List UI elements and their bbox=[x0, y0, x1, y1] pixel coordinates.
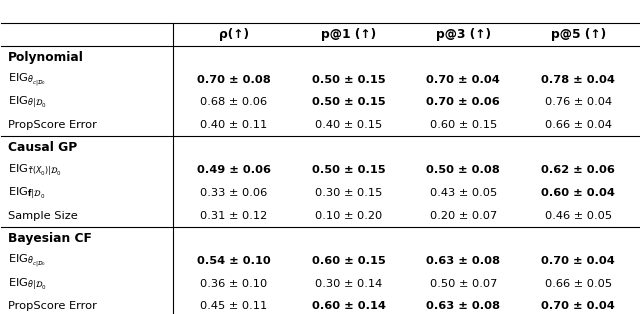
Text: 0.63 ± 0.08: 0.63 ± 0.08 bbox=[426, 256, 500, 266]
Text: 0.10 ± 0.20: 0.10 ± 0.20 bbox=[315, 211, 382, 221]
Text: 0.31 ± 0.12: 0.31 ± 0.12 bbox=[200, 211, 268, 221]
Text: 0.30 ± 0.15: 0.30 ± 0.15 bbox=[315, 188, 382, 198]
Text: 0.30 ± 0.14: 0.30 ± 0.14 bbox=[315, 279, 382, 289]
Text: 0.66 ± 0.05: 0.66 ± 0.05 bbox=[545, 279, 612, 289]
Text: 0.33 ± 0.06: 0.33 ± 0.06 bbox=[200, 188, 268, 198]
Text: 0.36 ± 0.10: 0.36 ± 0.10 bbox=[200, 279, 268, 289]
Text: Polynomial: Polynomial bbox=[8, 51, 84, 64]
Text: Bayesian CF: Bayesian CF bbox=[8, 232, 92, 245]
Text: p@5 (↑): p@5 (↑) bbox=[550, 28, 605, 41]
Text: 0.40 ± 0.15: 0.40 ± 0.15 bbox=[315, 120, 382, 130]
Text: p@3 (↑): p@3 (↑) bbox=[436, 28, 491, 41]
Text: ρ(↑): ρ(↑) bbox=[219, 28, 249, 41]
Text: 0.60 ± 0.04: 0.60 ± 0.04 bbox=[541, 188, 615, 198]
Text: 0.70 ± 0.04: 0.70 ± 0.04 bbox=[426, 75, 500, 85]
Text: Causal GP: Causal GP bbox=[8, 141, 77, 154]
Text: 0.68 ± 0.06: 0.68 ± 0.06 bbox=[200, 97, 268, 107]
Text: EIG$_{\tilde{\tau}(X_0)|\mathcal{D}_0}$: EIG$_{\tilde{\tau}(X_0)|\mathcal{D}_0}$ bbox=[8, 163, 61, 178]
Text: 0.62 ± 0.06: 0.62 ± 0.06 bbox=[541, 165, 615, 176]
Text: 0.45 ± 0.11: 0.45 ± 0.11 bbox=[200, 301, 268, 311]
Text: 0.49 ± 0.06: 0.49 ± 0.06 bbox=[197, 165, 271, 176]
Text: 0.60 ± 0.15: 0.60 ± 0.15 bbox=[429, 120, 497, 130]
Text: EIG$_{\theta_{c|\mathcal{D}_0}}$: EIG$_{\theta_{c|\mathcal{D}_0}}$ bbox=[8, 72, 46, 88]
Text: 0.63 ± 0.08: 0.63 ± 0.08 bbox=[426, 301, 500, 311]
Text: 0.50 ± 0.15: 0.50 ± 0.15 bbox=[312, 165, 385, 176]
Text: 0.20 ± 0.07: 0.20 ± 0.07 bbox=[429, 211, 497, 221]
Text: PropScore Error: PropScore Error bbox=[8, 301, 97, 311]
Text: 0.43 ± 0.05: 0.43 ± 0.05 bbox=[429, 188, 497, 198]
Text: EIG$_{\mathbf{f}|\mathcal{D}_0}$: EIG$_{\mathbf{f}|\mathcal{D}_0}$ bbox=[8, 185, 45, 201]
Text: 0.50 ± 0.15: 0.50 ± 0.15 bbox=[312, 75, 385, 85]
Text: 0.54 ± 0.10: 0.54 ± 0.10 bbox=[197, 256, 271, 266]
Text: PropScore Error: PropScore Error bbox=[8, 120, 97, 130]
Text: EIG$_{\theta_{c|\mathcal{D}_0}}$: EIG$_{\theta_{c|\mathcal{D}_0}}$ bbox=[8, 253, 46, 269]
Text: 0.46 ± 0.05: 0.46 ± 0.05 bbox=[545, 211, 612, 221]
Text: Sample Size: Sample Size bbox=[8, 211, 77, 221]
Text: 0.66 ± 0.04: 0.66 ± 0.04 bbox=[545, 120, 612, 130]
Text: 0.76 ± 0.04: 0.76 ± 0.04 bbox=[545, 97, 612, 107]
Text: 0.50 ± 0.08: 0.50 ± 0.08 bbox=[426, 165, 500, 176]
Text: 0.50 ± 0.15: 0.50 ± 0.15 bbox=[312, 97, 385, 107]
Text: EIG$_{\theta|\mathcal{D}_0}$: EIG$_{\theta|\mathcal{D}_0}$ bbox=[8, 276, 46, 292]
Text: EIG$_{\theta|\mathcal{D}_0}$: EIG$_{\theta|\mathcal{D}_0}$ bbox=[8, 95, 46, 110]
Text: 0.70 ± 0.04: 0.70 ± 0.04 bbox=[541, 301, 615, 311]
Text: 0.70 ± 0.04: 0.70 ± 0.04 bbox=[541, 256, 615, 266]
Text: 0.70 ± 0.06: 0.70 ± 0.06 bbox=[426, 97, 500, 107]
Text: 0.60 ± 0.14: 0.60 ± 0.14 bbox=[312, 301, 386, 311]
Text: p@1 (↑): p@1 (↑) bbox=[321, 28, 376, 41]
Text: 0.40 ± 0.11: 0.40 ± 0.11 bbox=[200, 120, 268, 130]
Text: 0.70 ± 0.08: 0.70 ± 0.08 bbox=[197, 75, 271, 85]
Text: 0.60 ± 0.15: 0.60 ± 0.15 bbox=[312, 256, 385, 266]
Text: 0.50 ± 0.07: 0.50 ± 0.07 bbox=[429, 279, 497, 289]
Text: 0.78 ± 0.04: 0.78 ± 0.04 bbox=[541, 75, 615, 85]
